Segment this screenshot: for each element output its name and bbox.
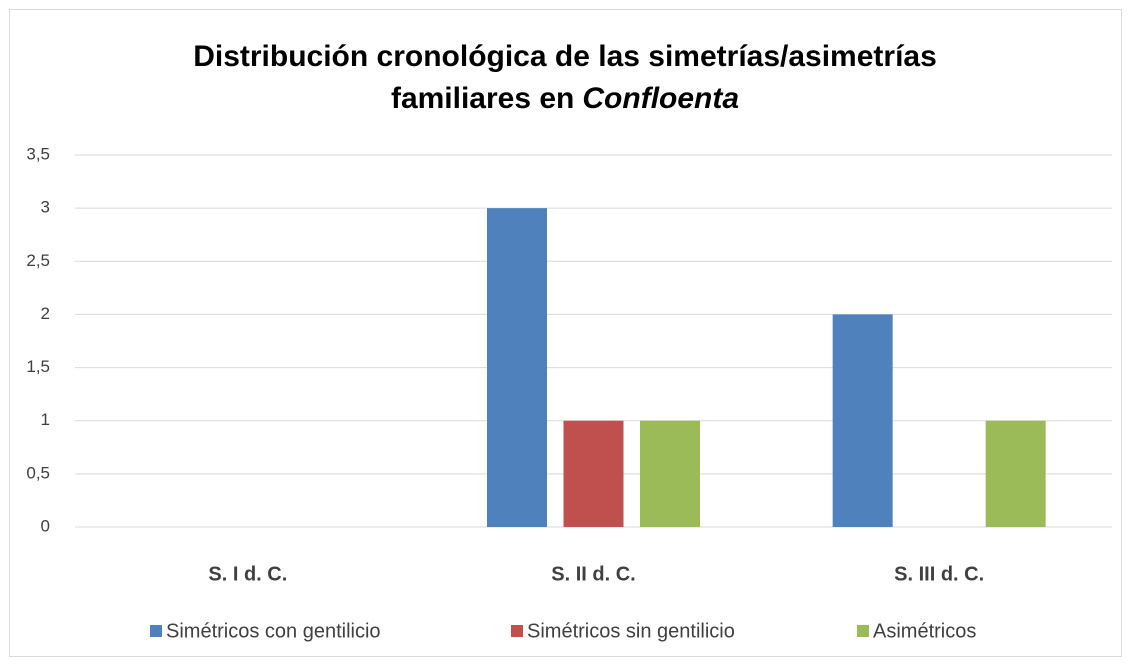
legend-label: Asimétricos: [873, 620, 976, 642]
bar: [563, 420, 624, 527]
y-tick-label: 0: [41, 516, 50, 535]
y-tick-label: 1: [41, 410, 50, 429]
legend-label: Simétricos sin gentilicio: [527, 620, 735, 642]
y-tick-label: 3: [41, 198, 50, 217]
bar: [640, 420, 700, 527]
chart-title-italic: Confloenta: [582, 82, 739, 115]
y-tick-label: 3,5: [26, 144, 50, 163]
legend-label: Simétricos con gentilicio: [166, 620, 381, 642]
bar: [832, 314, 893, 527]
bar: [985, 420, 1046, 527]
x-tick-label: S. III d. C.: [894, 563, 984, 585]
x-tick-label: S. I d. C.: [208, 563, 287, 585]
legend-swatch: [150, 625, 162, 637]
bar: [487, 208, 547, 527]
y-tick-label: 1,5: [26, 357, 50, 376]
chart-border: [9, 9, 1122, 657]
x-tick-label: S. II d. C.: [551, 563, 635, 585]
chart-title: Distribución cronológica de las simetría…: [193, 40, 937, 73]
y-tick-label: 2: [41, 304, 50, 323]
legend-swatch: [857, 625, 869, 637]
y-tick-label: 0,5: [26, 463, 50, 482]
legend-swatch: [511, 625, 523, 637]
chart-title: familiares en: [391, 82, 574, 115]
y-tick-label: 2,5: [26, 251, 50, 270]
